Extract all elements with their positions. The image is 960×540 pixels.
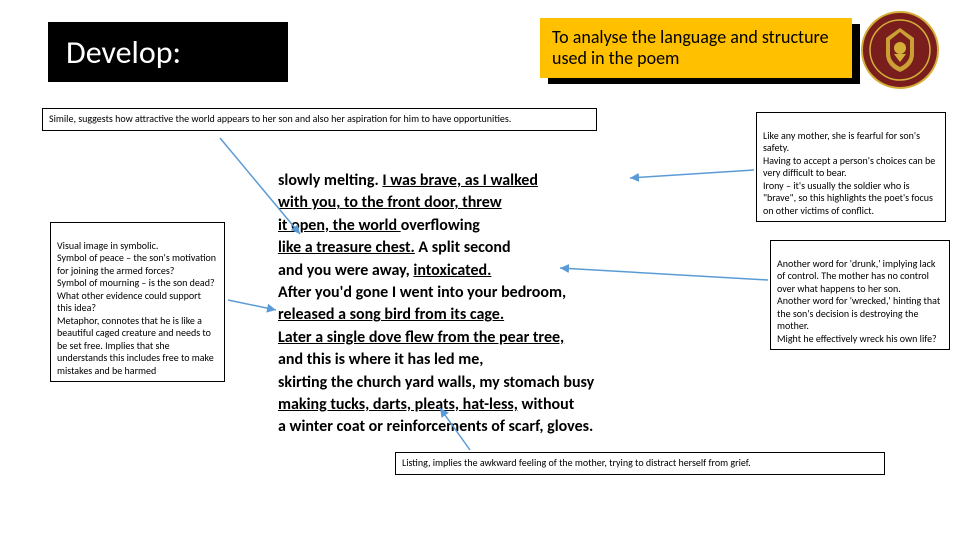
subtitle-container: To analyse the language and structure us… [540,18,852,78]
annotation-right-top: Like any mother, she is fearful for son'… [756,112,946,222]
school-crest-icon [860,10,940,90]
annotation-right-bottom-text: Another word for 'drunk,' implying lack … [777,257,940,345]
annotation-bottom: Listing, implies the awkward feeling of … [395,452,885,475]
annotation-right-top-text: Like any mother, she is fearful for son'… [763,129,935,217]
poem-body: slowly melting. I was brave, as I walked… [278,170,726,439]
poem-line-11: making tucks, darts, pleats, hat-less, w… [278,394,726,416]
page-title: Develop: [66,33,181,72]
poem-line-2: with you, to the front door, threw [278,192,726,214]
poem-line-5: and you were away, intoxicated. [278,260,726,282]
poem-line-12: a winter coat or reinforcements of scarf… [278,416,726,438]
poem-line-1: slowly melting. I was brave, as I walked [278,170,726,192]
annotation-top-text: Simile, suggests how attractive the worl… [49,112,511,125]
poem-line-3: it open, the world overflowing [278,215,726,237]
annotation-left: Visual image in symbolic. Symbol of peac… [50,222,225,382]
poem-line-7: released a song bird from its cage. [278,304,726,326]
poem-line-10: skirting the church yard walls, my stoma… [278,372,726,394]
title-container: Develop: [48,22,288,82]
subtitle: To analyse the language and structure us… [552,27,840,68]
poem-line-8: Later a single dove flew from the pear t… [278,327,726,349]
annotation-bottom-text: Listing, implies the awkward feeling of … [402,456,751,469]
annotation-top: Simile, suggests how attractive the worl… [42,108,597,131]
poem-line-9: and this is where it has led me, [278,349,726,371]
annotation-right-bottom: Another word for 'drunk,' implying lack … [770,240,950,350]
annotation-left-text: Visual image in symbolic. Symbol of peac… [57,239,216,377]
poem-line-4: like a treasure chest. A split second [278,237,726,259]
poem-line-6: After you'd gone I went into your bedroo… [278,282,726,304]
